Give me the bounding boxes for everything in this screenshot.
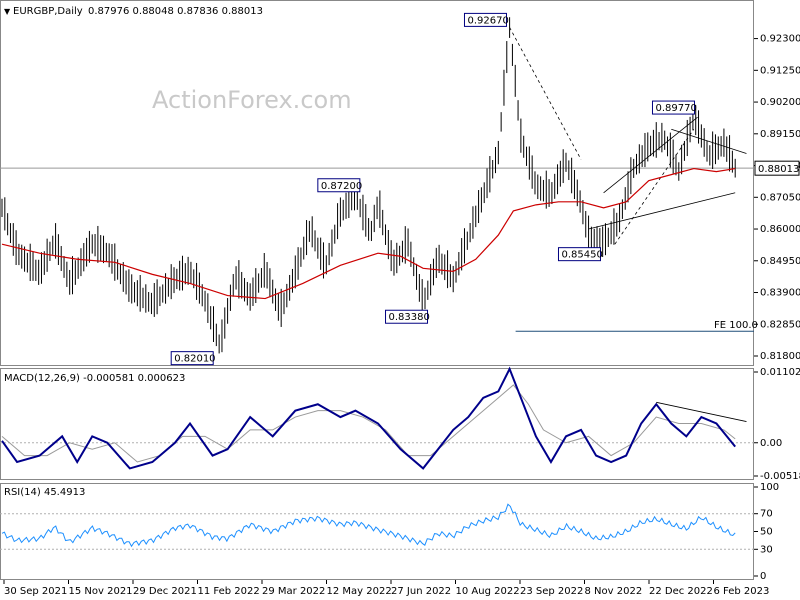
moving-average-line [1, 167, 736, 300]
watermark: ActionForex.com [152, 86, 352, 114]
macd-signal-line [1, 384, 736, 463]
trend-line [671, 128, 747, 154]
current-price-label: 0.88013 [758, 164, 799, 175]
rsi-title: RSI(14) 45.4913 [4, 487, 85, 498]
rsi-plot [0, 503, 754, 550]
time-tick-label: 8 Nov 2022 [585, 586, 643, 597]
rsi-line [1, 503, 736, 548]
macd-axis: 0.011023 0.00 -0.005182 [754, 367, 800, 482]
macd-divergence-line [656, 401, 747, 422]
fe-label: FE 100.0 [714, 320, 758, 331]
price-tick-label: 0.81800 [760, 351, 800, 362]
time-tick-label: 12 May 2022 [327, 586, 392, 597]
price-tick-label: 0.91250 [760, 65, 800, 76]
current-price-box [754, 160, 800, 176]
rsi-tick-label: 70 [760, 509, 773, 520]
time-tick-label: 30 Sep 2021 [4, 586, 67, 597]
rsi-panel-frame [0, 483, 754, 580]
time-tick-label: 29 Dec 2021 [133, 586, 197, 597]
collapse-arrow-icon[interactable]: ▼ [4, 7, 11, 16]
trend-line [614, 129, 695, 245]
level-annotation-box [557, 247, 601, 262]
macd-plot [0, 366, 754, 470]
price-tick-label: 0.82850 [760, 319, 800, 330]
time-tick-label: 10 Aug 2022 [456, 586, 520, 597]
time-tick-label: 29 Mar 2022 [262, 586, 325, 597]
price-channel-lines [509, 27, 747, 245]
macd-tick-label: -0.005182 [760, 471, 800, 482]
price-panel-frame [0, 0, 754, 366]
price-tick-label: 0.89150 [760, 129, 800, 140]
price-tick-label: 0.87050 [760, 192, 800, 203]
macd-title: MACD(12,26,9) -0.000581 0.000623 [4, 373, 185, 384]
trend-line [588, 192, 736, 230]
level-annotation-box [317, 178, 361, 193]
level-annotation-label: 0.87200 [321, 181, 362, 192]
level-annotation-label: 0.92670 [467, 15, 508, 26]
macd-tick-label: 0.00 [760, 438, 782, 449]
rsi-tick-label: 0 [760, 571, 766, 582]
time-tick-label: 23 Sep 2022 [520, 586, 583, 597]
price-tick-label: 0.90200 [760, 97, 800, 108]
macd-tick-label: 0.011023 [760, 367, 800, 378]
price-tick-label: 0.92300 [760, 34, 800, 45]
level-annotation-box [385, 309, 429, 324]
ohlc-readout: 0.87976 0.88048 0.87836 0.88013 [88, 6, 263, 17]
symbol-title: EURGBP,Daily [13, 6, 83, 17]
trend-line [509, 27, 582, 160]
price-tick-label: 0.83900 [760, 288, 800, 299]
level-annotation-label: 0.89770 [655, 103, 696, 114]
level-annotation-box [170, 351, 214, 366]
time-tick-label: 6 Feb 2023 [714, 586, 770, 597]
time-tick-label: 27 Jun 2022 [391, 586, 451, 597]
level-annotation-label: 0.83380 [389, 312, 430, 323]
time-tick-label: 22 Dec 2022 [649, 586, 713, 597]
rsi-axis: 100 70 50 30 0 [754, 482, 779, 582]
price-axis: 0.923000.912500.902000.891500.881000.870… [754, 34, 800, 362]
rsi-tick-label: 30 [760, 544, 773, 555]
time-tick-label: 11 Feb 2022 [198, 586, 260, 597]
time-tick-label: 15 Nov 2021 [69, 586, 133, 597]
price-tick-label: 0.84950 [760, 256, 800, 267]
price-annotations: 0.92670 0.87200 0.83380 0.82010 0.85450 0.897… [170, 12, 697, 366]
macd-panel-frame [0, 368, 754, 480]
price-series [1, 17, 736, 354]
level-annotation-box [463, 12, 507, 27]
level-annotation-label: 0.85450 [561, 250, 602, 261]
time-axis: 30 Sep 2021 15 Nov 2021 29 Dec 2021 11 Feb … [3, 580, 770, 597]
current-price-tag: 0.88013 [754, 160, 800, 176]
level-annotation-label: 0.82010 [174, 354, 215, 365]
price-tick-label: 0.86000 [760, 224, 800, 235]
macd-line [1, 366, 736, 470]
rsi-tick-label: 50 [760, 527, 773, 538]
level-annotation-box [651, 100, 695, 115]
rsi-tick-label: 100 [760, 482, 779, 493]
